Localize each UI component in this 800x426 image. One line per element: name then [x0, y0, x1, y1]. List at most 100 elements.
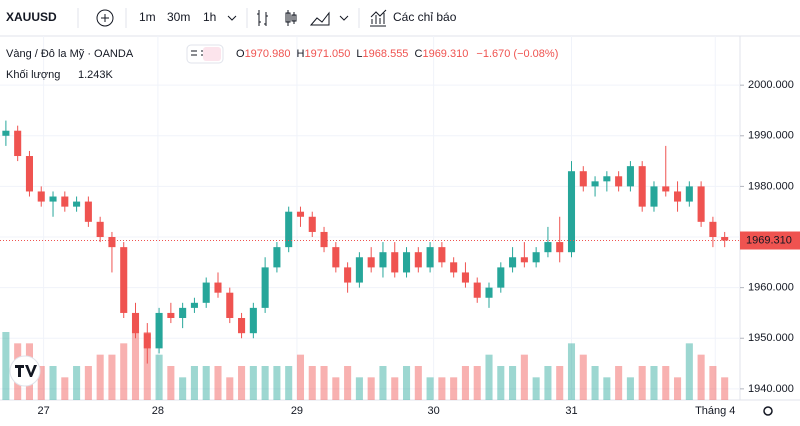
candle-body [556, 242, 564, 253]
volume-bar [214, 366, 222, 400]
candle-body [273, 247, 281, 268]
volume-bar [320, 366, 328, 400]
indicators[interactable]: Các chỉ báo [393, 10, 457, 24]
volume-bar [190, 366, 198, 400]
candle-body [485, 287, 493, 298]
volume-bar [426, 377, 434, 400]
candle-body [662, 186, 670, 192]
volume-bar [379, 366, 387, 400]
volume-bar [96, 354, 104, 400]
logo-mark [15, 365, 37, 377]
candle-body [697, 186, 705, 222]
volume-bar [344, 366, 352, 400]
candle-body [544, 242, 552, 253]
candle-body [332, 247, 340, 268]
volume-bar [402, 366, 411, 400]
candle-body [603, 176, 611, 182]
volume-bar [414, 366, 422, 400]
settings[interactable] [763, 406, 773, 416]
candle-body [567, 171, 576, 253]
volume-bar [532, 377, 540, 400]
candle-body [61, 196, 69, 207]
symbol[interactable]: XAUUSD [6, 10, 57, 24]
volume-bar [615, 366, 623, 400]
volume-bar [155, 354, 163, 400]
candle-body [120, 247, 128, 313]
candle-body [226, 292, 234, 318]
interval-active[interactable]: 1h [203, 10, 216, 24]
x-tick-label: 28 [152, 405, 164, 417]
volume-bar [473, 366, 481, 400]
dropdown[interactable] [339, 15, 349, 21]
x-tick-label: Tháng 4 [695, 405, 735, 417]
volume-bar [120, 343, 128, 400]
candle-body [14, 130, 22, 157]
candles-icon[interactable] [285, 10, 297, 26]
volume-bar [37, 366, 45, 400]
candle-body [202, 282, 210, 303]
candle-body [426, 247, 434, 268]
candle-body [308, 216, 316, 232]
candle-body [709, 221, 717, 238]
candle-body [96, 221, 104, 238]
candle-body [685, 186, 693, 202]
legend-toggle-icon [191, 50, 207, 56]
interval[interactable]: 30m [167, 10, 190, 24]
add-symbol[interactable] [96, 9, 114, 27]
volume-bar [438, 377, 446, 400]
volume-value: 1.243K [78, 69, 114, 81]
candle-body [497, 267, 505, 288]
volume-bar [509, 366, 517, 400]
candle-body [450, 262, 458, 273]
volume-bar [591, 366, 599, 400]
volume-bar [332, 377, 340, 400]
volume-bar [261, 366, 269, 400]
candle-body [532, 252, 540, 263]
volume-bar [226, 377, 234, 400]
y-tick-label: 1950.000 [748, 332, 794, 344]
volume-bar [674, 377, 682, 400]
volume-bar [650, 366, 658, 400]
candle-body [650, 186, 658, 207]
candle-body [438, 247, 446, 263]
volume-bar [61, 377, 69, 400]
x-tick-label: 30 [428, 405, 440, 417]
candle-body [591, 181, 599, 187]
volume-bar [638, 366, 646, 400]
candle-body [344, 267, 352, 283]
candle-body [238, 318, 246, 334]
volume-bar [273, 366, 281, 400]
last-price-label: 1969.310 [746, 234, 792, 246]
volume-bar [84, 366, 92, 400]
indicators-icon[interactable] [370, 9, 387, 27]
candle-body [73, 201, 81, 207]
volume-bar [249, 366, 257, 400]
bars-icon[interactable] [257, 10, 268, 26]
dropdown[interactable] [227, 15, 237, 21]
interval[interactable]: 1m [139, 10, 156, 24]
logo[interactable] [9, 355, 41, 387]
candle-body [37, 191, 45, 202]
volume-bar [167, 366, 175, 400]
volume-label: Khối lượng [6, 69, 60, 81]
x-tick-label: 27 [37, 405, 49, 417]
volume-bar [108, 354, 116, 400]
candle-body [25, 156, 33, 192]
volume-bar [461, 366, 469, 400]
candle-body [638, 166, 646, 207]
volume-bar [179, 377, 187, 400]
volume-bar [567, 343, 576, 400]
candle-body [626, 166, 634, 187]
candle-body [131, 312, 140, 334]
candle-body [296, 211, 305, 217]
candle-body [473, 282, 481, 298]
candle-body [285, 211, 293, 248]
area-icon[interactable] [309, 11, 330, 26]
volume-bar [497, 366, 505, 400]
candle-body [674, 191, 682, 202]
volume-bar [450, 377, 458, 400]
y-tick-label: 1960.000 [748, 282, 794, 294]
volume-bar [202, 366, 210, 400]
